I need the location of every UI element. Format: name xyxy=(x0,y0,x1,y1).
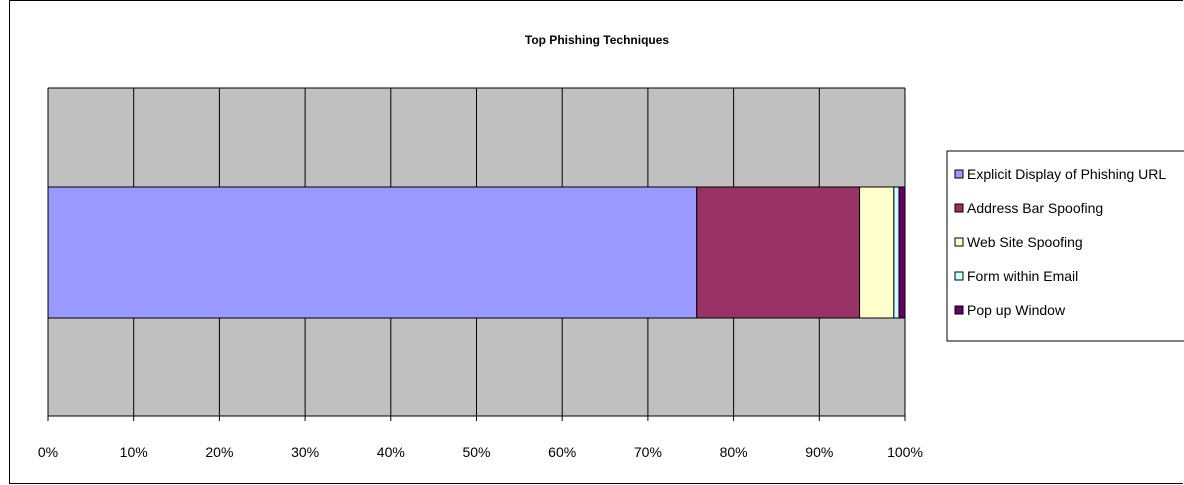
x-tick-label: 100% xyxy=(887,444,923,460)
x-tick-label: 10% xyxy=(120,444,148,460)
x-tick-label: 90% xyxy=(805,444,833,460)
bar-segment-0 xyxy=(47,186,698,319)
x-tick-label: 0% xyxy=(38,444,58,460)
bar-group xyxy=(47,186,906,319)
x-tick-label: 20% xyxy=(205,444,233,460)
x-tick-label: 40% xyxy=(377,444,405,460)
legend-box xyxy=(946,150,1184,342)
x-tick-label: 50% xyxy=(462,444,490,460)
bar-segment-2 xyxy=(859,186,895,319)
legend-label: Address Bar Spoofing xyxy=(967,200,1103,216)
legend-swatch xyxy=(954,169,964,179)
legend: Explicit Display of Phishing URL Address … xyxy=(946,150,1184,342)
legend-label: Explicit Display of Phishing URL xyxy=(967,166,1166,182)
x-tick-label: 60% xyxy=(548,444,576,460)
bar-segment-3 xyxy=(893,186,900,319)
legend-label: Pop up Window xyxy=(967,302,1066,318)
x-axis-ticks: 0% 10% 20% 30% 40% 50% 60% 70% 80% 90% 100% xyxy=(38,416,923,460)
x-tick-label: 80% xyxy=(720,444,748,460)
legend-swatch xyxy=(954,305,964,315)
legend-swatch xyxy=(954,203,964,213)
chart-title: Top Phishing Techniques xyxy=(525,33,670,47)
legend-swatch xyxy=(954,237,964,247)
legend-swatch xyxy=(954,271,964,281)
legend-label: Web Site Spoofing xyxy=(967,234,1083,250)
legend-label: Form within Email xyxy=(967,268,1078,284)
bar-segment-1 xyxy=(696,186,861,319)
bar-segment-4 xyxy=(898,186,906,319)
x-tick-label: 30% xyxy=(291,444,319,460)
x-tick-label: 70% xyxy=(634,444,662,460)
